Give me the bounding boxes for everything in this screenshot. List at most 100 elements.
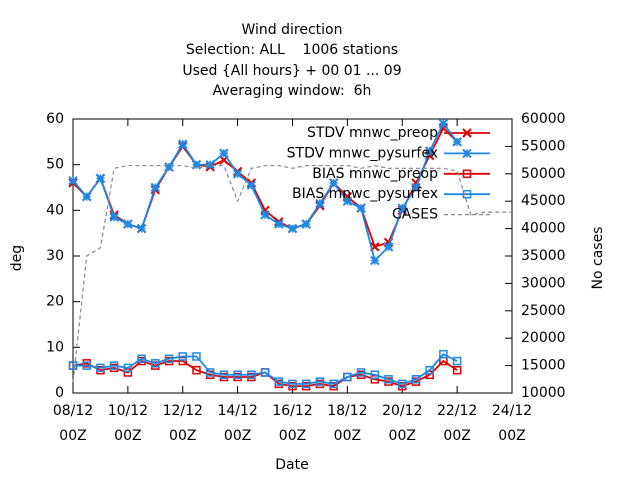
point-marker — [343, 372, 352, 382]
marker-stroke — [452, 365, 462, 375]
x-axis-label: Date — [275, 457, 308, 473]
point-marker — [452, 365, 462, 375]
marker-stroke — [96, 363, 105, 373]
point-marker — [452, 137, 462, 147]
chart-title: Wind direction — [242, 22, 343, 38]
point-marker — [328, 178, 339, 188]
y2-tick-label: 40000 — [521, 221, 566, 237]
marker-stroke — [247, 370, 256, 379]
marker-stroke — [356, 368, 366, 377]
marker-stroke — [123, 363, 133, 373]
point-marker — [274, 219, 284, 229]
y2-tick-label: 25000 — [521, 303, 566, 319]
point-marker — [233, 370, 242, 379]
point-marker — [95, 173, 106, 184]
y2-tick-label: 30000 — [521, 275, 566, 291]
point-marker — [68, 175, 78, 186]
point-marker — [151, 359, 160, 368]
series-line — [72, 164, 512, 383]
y2-tick-label: 50000 — [521, 166, 566, 182]
marker-stroke — [192, 352, 201, 361]
y-tick-label: 50 — [46, 157, 64, 173]
point-marker — [462, 128, 472, 138]
y2-tick-label: 35000 — [521, 248, 566, 264]
point-marker — [438, 118, 449, 129]
point-marker — [205, 368, 215, 377]
marker-stroke — [151, 359, 160, 368]
point-marker — [384, 375, 393, 384]
point-marker — [192, 365, 201, 375]
marker-stroke — [123, 368, 133, 377]
point-marker — [342, 196, 353, 206]
marker-stroke — [462, 128, 472, 138]
point-marker — [219, 370, 229, 379]
point-marker — [246, 180, 257, 190]
point-marker — [109, 212, 119, 222]
point-marker — [205, 159, 215, 170]
y-tick-label: 0 — [55, 385, 64, 401]
point-marker — [462, 169, 472, 179]
point-marker — [411, 182, 421, 193]
point-marker — [287, 223, 298, 234]
marker-stroke — [178, 352, 187, 361]
series-line — [73, 353, 458, 385]
marker-stroke — [301, 379, 311, 389]
marker-stroke — [192, 365, 201, 375]
point-marker — [260, 368, 270, 377]
x-tick-label: 18/12 00Z — [327, 403, 367, 444]
y-axis-label: deg — [9, 245, 25, 271]
marker-stroke — [109, 361, 119, 370]
point-marker — [164, 162, 174, 172]
point-marker — [82, 191, 92, 202]
point-marker — [137, 354, 146, 363]
x-tick-label: 20/12 00Z — [382, 403, 422, 444]
point-marker — [247, 370, 256, 379]
y2-tick-label: 20000 — [521, 330, 566, 346]
marker-stroke — [411, 375, 421, 384]
point-marker — [164, 354, 174, 363]
point-marker — [462, 189, 472, 199]
point-marker — [424, 146, 435, 156]
point-marker — [136, 223, 147, 234]
point-marker — [82, 361, 91, 370]
chart-subtitle: Averaging window: 6h — [213, 83, 372, 99]
point-marker — [356, 203, 366, 213]
y2-tick-label: 15000 — [521, 358, 566, 374]
y2-tick-label: 60000 — [521, 111, 566, 127]
point-marker — [315, 377, 325, 386]
point-marker — [232, 169, 243, 179]
point-marker — [68, 361, 78, 370]
point-marker — [397, 203, 407, 213]
point-marker — [178, 352, 187, 361]
y-tick-label: 60 — [46, 111, 64, 127]
x-tick-label: 22/12 00Z — [437, 403, 477, 444]
legend-label: CASES — [392, 207, 438, 223]
chart-subtitle: Used {All hours} + 00 01 ... 09 — [182, 63, 401, 79]
point-marker — [260, 210, 270, 220]
marker-stroke — [274, 377, 284, 386]
marker-stroke — [260, 368, 270, 377]
point-marker — [150, 182, 161, 193]
marker-stroke — [205, 368, 215, 377]
point-marker — [370, 255, 380, 266]
point-marker — [96, 363, 105, 373]
marker-stroke — [329, 379, 338, 389]
y-tick-label: 10 — [46, 339, 64, 355]
y-tick-label: 30 — [46, 248, 64, 264]
marker-stroke — [462, 189, 472, 199]
point-marker — [288, 379, 297, 389]
marker-stroke — [68, 361, 78, 370]
y2-tick-label: 10000 — [521, 385, 566, 401]
point-marker — [123, 368, 133, 377]
point-marker — [370, 370, 380, 379]
x-tick-label: 08/12 00Z — [53, 403, 93, 444]
marker-stroke — [384, 375, 393, 384]
point-marker — [301, 379, 311, 389]
point-marker — [411, 375, 421, 384]
point-marker — [123, 363, 133, 373]
x-tick-label: 24/12 00Z — [492, 403, 532, 444]
legend-label: BIAS mnwc_preop — [312, 166, 438, 182]
point-marker — [274, 377, 284, 386]
